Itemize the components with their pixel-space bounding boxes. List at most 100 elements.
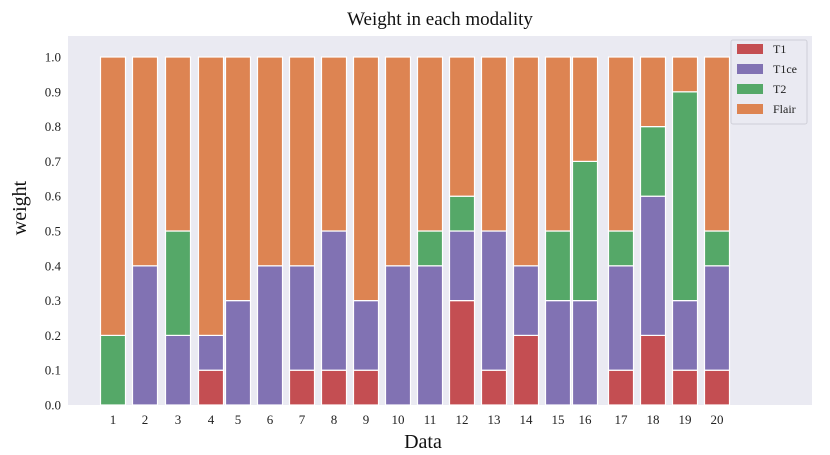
x-tick-label: 9 (363, 412, 370, 427)
bar-t2-18 (639, 125, 667, 197)
y-tick-label: 1.0 (45, 50, 61, 65)
bar-t1ce-6 (256, 265, 284, 406)
x-axis-ticks: 1 2 3 4 5 6 7 8 9 10 11 12 13 14 15 16 17 18 19 20 (110, 412, 724, 427)
legend-swatch-t2 (737, 84, 763, 94)
bar-flair-9 (352, 56, 380, 302)
legend-swatch-flair (737, 104, 763, 114)
x-tick-label: 14 (520, 412, 534, 427)
legend-label-t1ce: T1ce (773, 62, 797, 76)
bar-flair-15 (544, 56, 572, 232)
x-tick-label: 19 (679, 412, 692, 427)
bar-t1ce-10 (384, 265, 412, 406)
bar-t2-3 (164, 230, 192, 337)
x-tick-label: 2 (142, 412, 149, 427)
bar-t1-13 (480, 369, 508, 406)
bar-t1-20 (703, 369, 731, 406)
legend-label-t1: T1 (773, 42, 786, 56)
bar-t1-7 (288, 369, 316, 406)
bar-flair-7 (288, 56, 316, 267)
y-tick-label: 0.6 (45, 189, 62, 204)
y-tick-label: 0.7 (45, 154, 62, 169)
y-tick-label: 0.2 (45, 328, 61, 343)
x-tick-label: 6 (267, 412, 274, 427)
bar-t1-17 (607, 369, 635, 406)
bar-flair-20 (703, 56, 731, 232)
bar-t1ce-5 (224, 300, 252, 406)
bar-t2-16 (571, 160, 599, 302)
x-tick-label: 12 (456, 412, 469, 427)
x-tick-label: 17 (615, 412, 629, 427)
bar-t1ce-9 (352, 300, 380, 371)
chart-title: Weight in each modality (347, 9, 533, 30)
x-tick-label: 5 (235, 412, 242, 427)
bar-flair-8 (320, 56, 348, 232)
x-tick-label: 3 (175, 412, 182, 427)
y-tick-label: 0.9 (45, 84, 61, 99)
bar-t1ce-15 (544, 300, 572, 406)
bar-flair-12 (448, 56, 476, 197)
x-tick-label: 8 (331, 412, 338, 427)
bar-flair-16 (571, 56, 599, 163)
y-tick-label: 0.4 (45, 258, 62, 273)
x-tick-label: 4 (208, 412, 215, 427)
bar-flair-13 (480, 56, 508, 232)
x-tick-label: 13 (488, 412, 501, 427)
legend-box (730, 39, 808, 125)
bar-flair-17 (607, 56, 635, 232)
y-tick-label: 0.8 (45, 119, 61, 134)
bar-t2-12 (448, 195, 476, 232)
bar-flair-1 (99, 56, 127, 336)
bar-t1ce-2 (131, 265, 159, 406)
x-tick-label: 20 (711, 412, 724, 427)
bar-t1ce-17 (607, 265, 635, 371)
bar-t1ce-14 (512, 265, 540, 336)
x-tick-label: 15 (552, 412, 565, 427)
x-tick-label: 7 (299, 412, 306, 427)
legend-label-t2: T2 (773, 82, 786, 96)
x-tick-label: 11 (424, 412, 437, 427)
y-axis-ticks: 0.0 0.1 0.2 0.3 0.4 0.5 0.6 0.7 0.8 0.9 1.0 (45, 50, 62, 413)
y-tick-label: 0.0 (45, 398, 61, 413)
x-tick-label: 18 (647, 412, 660, 427)
bar-t1ce-11 (416, 265, 444, 406)
legend-swatch-t1 (737, 44, 763, 54)
x-tick-label: 10 (392, 412, 405, 427)
x-axis-label: Data (404, 431, 442, 453)
bar-t1-8 (320, 369, 348, 406)
bar-t1ce-8 (320, 230, 348, 371)
bar-flair-6 (256, 56, 284, 267)
bar-flair-2 (131, 56, 159, 267)
y-tick-label: 0.1 (45, 363, 61, 378)
bar-t1ce-20 (703, 265, 731, 371)
y-tick-label: 0.5 (45, 224, 61, 239)
bar-t1-18 (639, 334, 667, 406)
bar-t1ce-19 (671, 300, 699, 371)
bar-flair-10 (384, 56, 412, 267)
legend: T1 T1ce T2 Flair (730, 39, 808, 125)
bar-t2-20 (703, 230, 731, 267)
bar-t1ce-3 (164, 334, 192, 406)
bar-t1ce-16 (571, 300, 599, 406)
bar-t1ce-13 (480, 230, 508, 371)
bar-flair-4 (197, 56, 225, 336)
bar-t1ce-12 (448, 230, 476, 302)
x-tick-label: 16 (579, 412, 593, 427)
y-axis-label: weight (9, 180, 31, 235)
bar-flair-11 (416, 56, 444, 232)
bar-t1ce-18 (639, 195, 667, 336)
bar-flair-5 (224, 56, 252, 302)
bar-flair-19 (671, 56, 699, 93)
bar-t1-19 (671, 369, 699, 406)
legend-swatch-t1ce (737, 64, 763, 74)
bar-flair-14 (512, 56, 540, 267)
bar-t2-1 (99, 334, 127, 406)
bar-t2-15 (544, 230, 572, 302)
bar-flair-18 (639, 56, 667, 128)
bar-t2-17 (607, 230, 635, 267)
y-tick-label: 0.3 (45, 293, 61, 308)
bar-t1ce-7 (288, 265, 316, 371)
bar-t1-9 (352, 369, 380, 406)
bar-t1-4 (197, 369, 225, 406)
bar-flair-3 (164, 56, 192, 232)
